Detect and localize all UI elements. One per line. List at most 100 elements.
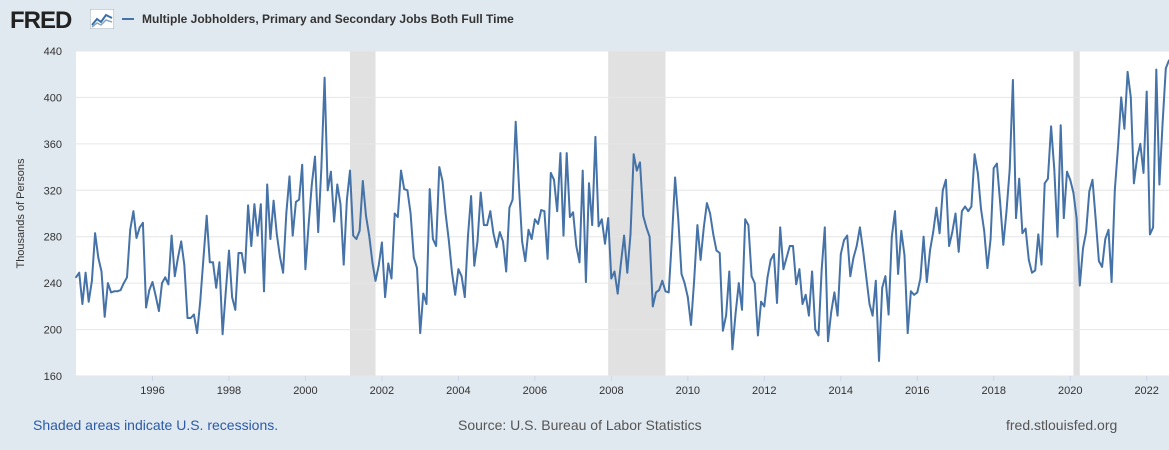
data-point [849, 275, 852, 278]
data-point [677, 218, 680, 221]
data-point [103, 315, 106, 318]
data-point [215, 286, 218, 289]
data-point [1158, 183, 1161, 186]
data-point [330, 170, 332, 173]
data-point [1053, 168, 1056, 171]
data-point [250, 245, 253, 247]
data-point [954, 212, 957, 215]
data-point [87, 300, 90, 303]
data-point [495, 246, 498, 249]
data-point [323, 76, 326, 79]
data-point [1005, 210, 1008, 213]
data-point [801, 303, 804, 305]
data-point [441, 180, 444, 182]
data-point [945, 178, 947, 181]
data-point [272, 199, 275, 202]
data-point [686, 296, 689, 298]
data-point [256, 234, 259, 237]
data-point [1133, 182, 1135, 185]
legend-swatch [122, 18, 134, 20]
data-point [823, 226, 826, 229]
site-link[interactable]: fred.stlouisfed.org [1006, 417, 1118, 433]
data-point [562, 234, 565, 237]
data-point [1034, 269, 1037, 272]
data-point [409, 212, 412, 215]
data-point [1027, 259, 1030, 261]
data-point [1066, 170, 1068, 173]
data-point [779, 226, 782, 229]
data-point [253, 203, 256, 206]
data-point [715, 249, 718, 252]
data-point [833, 291, 836, 294]
data-point [731, 348, 734, 351]
data-point [540, 209, 543, 211]
data-point [817, 334, 820, 337]
data-point [432, 238, 434, 240]
data-point [349, 169, 351, 172]
data-point [193, 313, 195, 316]
data-point [511, 198, 514, 201]
data-point [961, 210, 963, 213]
data-point [804, 293, 807, 296]
data-point [295, 201, 297, 203]
data-point [827, 340, 829, 343]
data-point [900, 230, 903, 232]
recessions-note[interactable]: Shaded areas indicate U.S. recessions. [33, 417, 279, 433]
data-point [355, 238, 358, 240]
x-tick-label: 2006 [523, 385, 547, 397]
data-point [1078, 284, 1081, 287]
data-point [1047, 177, 1049, 180]
data-point [113, 290, 116, 293]
data-point [667, 291, 670, 294]
data-point [1129, 96, 1132, 99]
x-tick-label: 1998 [217, 385, 241, 397]
data-point [94, 232, 96, 235]
data-point [508, 206, 511, 209]
data-point [607, 217, 610, 220]
x-tick-label: 2012 [752, 385, 776, 397]
data-point [734, 312, 737, 315]
data-point [476, 240, 479, 243]
data-point [498, 231, 501, 234]
data-point [795, 283, 798, 286]
y-tick-label: 440 [44, 46, 62, 58]
data-point [377, 264, 380, 267]
data-point [878, 360, 880, 362]
data-point [346, 198, 348, 201]
data-point [569, 216, 571, 218]
data-point [620, 262, 622, 265]
data-point [505, 270, 508, 273]
data-point [138, 226, 141, 229]
data-point [565, 152, 568, 155]
y-tick-label: 360 [44, 139, 62, 151]
legend-label[interactable]: Multiple Jobholders, Primary and Seconda… [142, 12, 514, 26]
data-point [259, 203, 262, 206]
data-point [919, 277, 922, 280]
data-point [199, 299, 202, 302]
data-point [1120, 96, 1123, 99]
data-point [467, 234, 469, 237]
data-point [839, 253, 842, 256]
data-point [1072, 191, 1075, 194]
data-point [1056, 235, 1059, 238]
data-point [785, 256, 788, 259]
data-point [470, 195, 472, 198]
data-point [699, 259, 702, 261]
fred-logo[interactable]: FRED [10, 7, 72, 34]
data-point [393, 212, 396, 215]
data-point [1145, 90, 1148, 93]
data-point [890, 235, 893, 238]
data-point [894, 210, 896, 213]
data-point [629, 233, 632, 236]
data-point [435, 245, 437, 247]
data-point [342, 263, 345, 266]
data-point [387, 262, 390, 265]
data-point [671, 238, 673, 240]
data-point [588, 182, 590, 185]
data-point [148, 289, 151, 291]
data-point [572, 211, 574, 214]
data-point [718, 252, 721, 254]
data-point [180, 240, 183, 243]
data-point [1155, 68, 1158, 71]
